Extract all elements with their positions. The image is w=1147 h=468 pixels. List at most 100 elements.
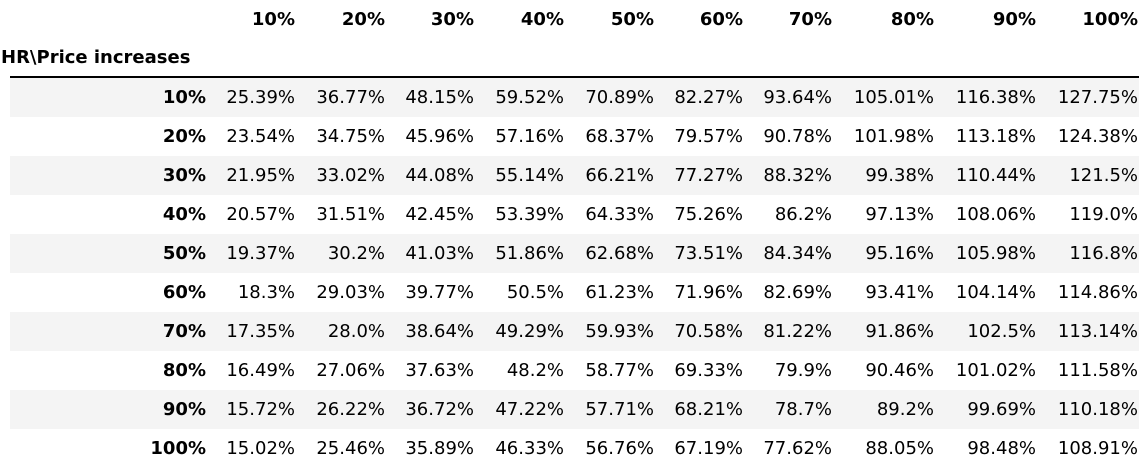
row-header: 90% <box>162 399 206 420</box>
column-header: 30% <box>430 9 474 30</box>
table-cell: 71.96% <box>674 282 743 303</box>
column-header: 10% <box>251 9 295 30</box>
table-cell: 57.16% <box>495 126 564 147</box>
table-cell: 35.89% <box>405 438 474 459</box>
column-header: 70% <box>788 9 832 30</box>
table-cell: 28.0% <box>327 321 385 342</box>
table-cell: 21.95% <box>226 165 295 186</box>
table-cell: 23.54% <box>226 126 295 147</box>
table-cell: 58.77% <box>585 360 654 381</box>
table-cell: 61.23% <box>585 282 654 303</box>
row-header: 40% <box>162 204 206 225</box>
table-cell: 93.41% <box>865 282 934 303</box>
table-cell: 38.64% <box>405 321 474 342</box>
table-cell: 59.93% <box>585 321 654 342</box>
table-cell: 45.96% <box>405 126 474 147</box>
table-cell: 25.46% <box>316 438 385 459</box>
table-cell: 95.16% <box>865 243 934 264</box>
table-cell: 17.35% <box>226 321 295 342</box>
table-cell: 36.72% <box>405 399 474 420</box>
table-cell: 90.78% <box>763 126 832 147</box>
table-cell: 119.0% <box>1069 204 1138 225</box>
table-cell: 26.22% <box>316 399 385 420</box>
table-cell: 68.37% <box>585 126 654 147</box>
table-cell: 70.89% <box>585 87 654 108</box>
table-cell: 91.86% <box>865 321 934 342</box>
table-cell: 90.46% <box>865 360 934 381</box>
table-cell: 113.18% <box>955 126 1036 147</box>
table-cell: 88.32% <box>763 165 832 186</box>
table-cell: 48.15% <box>405 87 474 108</box>
column-header: 100% <box>1082 9 1138 30</box>
column-header: 80% <box>890 9 934 30</box>
table-cell: 127.75% <box>1057 87 1138 108</box>
table-cell: 50.5% <box>506 282 564 303</box>
row-header: 50% <box>162 243 206 264</box>
table-cell: 124.38% <box>1057 126 1138 147</box>
row-stripe <box>10 390 1139 429</box>
table-cell: 110.44% <box>955 165 1036 186</box>
table-cell: 89.2% <box>876 399 934 420</box>
table-cell: 82.69% <box>763 282 832 303</box>
table-cell: 77.27% <box>674 165 743 186</box>
table-cell: 114.86% <box>1057 282 1138 303</box>
table-cell: 41.03% <box>405 243 474 264</box>
table-cell: 66.21% <box>585 165 654 186</box>
table-cell: 77.62% <box>763 438 832 459</box>
column-header: 60% <box>699 9 743 30</box>
table-cell: 99.69% <box>967 399 1036 420</box>
table-cell: 86.2% <box>774 204 832 225</box>
table-cell: 47.22% <box>495 399 564 420</box>
header-divider <box>10 76 1139 78</box>
table-cell: 64.33% <box>585 204 654 225</box>
table-cell: 33.02% <box>316 165 385 186</box>
table-cell: 79.57% <box>674 126 743 147</box>
table-cell: 29.03% <box>316 282 385 303</box>
table-cell: 27.06% <box>316 360 385 381</box>
row-header: 80% <box>162 360 206 381</box>
table-row: 50% 19.37% 30.2% 41.03% 51.86% 62.68% 73.51% 84… <box>0 234 1147 273</box>
table-cell: 48.2% <box>506 360 564 381</box>
table-cell: 20.57% <box>226 204 295 225</box>
table-cell: 68.21% <box>674 399 743 420</box>
table-cell: 79.9% <box>774 360 832 381</box>
table-cell: 108.91% <box>1057 438 1138 459</box>
table-cell: 16.49% <box>226 360 295 381</box>
row-header: 60% <box>162 282 206 303</box>
table-cell: 113.14% <box>1057 321 1138 342</box>
table-row: 70% 17.35% 28.0% 38.64% 49.29% 59.93% 70.58% 81… <box>0 312 1147 351</box>
table-cell: 44.08% <box>405 165 474 186</box>
row-header: 30% <box>162 165 206 186</box>
table-cell: 121.5% <box>1069 165 1138 186</box>
table-cell: 75.26% <box>674 204 743 225</box>
column-header: 90% <box>992 9 1036 30</box>
row-stripe <box>10 312 1139 351</box>
table-cell: 69.33% <box>674 360 743 381</box>
table-row: 80% 16.49% 27.06% 37.63% 48.2% 58.77% 69.33% 79… <box>0 351 1147 390</box>
table-cell: 116.8% <box>1069 243 1138 264</box>
table-row: 90% 15.72% 26.22% 36.72% 47.22% 57.71% 68.21% 7… <box>0 390 1147 429</box>
table-cell: 31.51% <box>316 204 385 225</box>
table-cell: 62.68% <box>585 243 654 264</box>
column-header: 40% <box>520 9 564 30</box>
row-header: 20% <box>162 126 206 147</box>
table-cell: 55.14% <box>495 165 564 186</box>
row-stripe <box>10 78 1139 117</box>
table-cell: 84.34% <box>763 243 832 264</box>
table-cell: 18.3% <box>237 282 295 303</box>
table-row: 60% 18.3% 29.03% 39.77% 50.5% 61.23% 71.96% 82.… <box>0 273 1147 312</box>
table-cell: 93.64% <box>763 87 832 108</box>
table-cell: 88.05% <box>865 438 934 459</box>
table-cell: 59.52% <box>495 87 564 108</box>
row-stripe <box>10 156 1139 195</box>
table-cell: 116.38% <box>955 87 1036 108</box>
table-row: 40% 20.57% 31.51% 42.45% 53.39% 64.33% 75.26% 8… <box>0 195 1147 234</box>
table-row: 30% 21.95% 33.02% 44.08% 55.14% 66.21% 77.27% 8… <box>0 156 1147 195</box>
table-cell: 25.39% <box>226 87 295 108</box>
row-header: 10% <box>162 87 206 108</box>
table-cell: 15.02% <box>226 438 295 459</box>
table-cell: 81.22% <box>763 321 832 342</box>
table-cell: 78.7% <box>774 399 832 420</box>
table-cell: 97.13% <box>865 204 934 225</box>
